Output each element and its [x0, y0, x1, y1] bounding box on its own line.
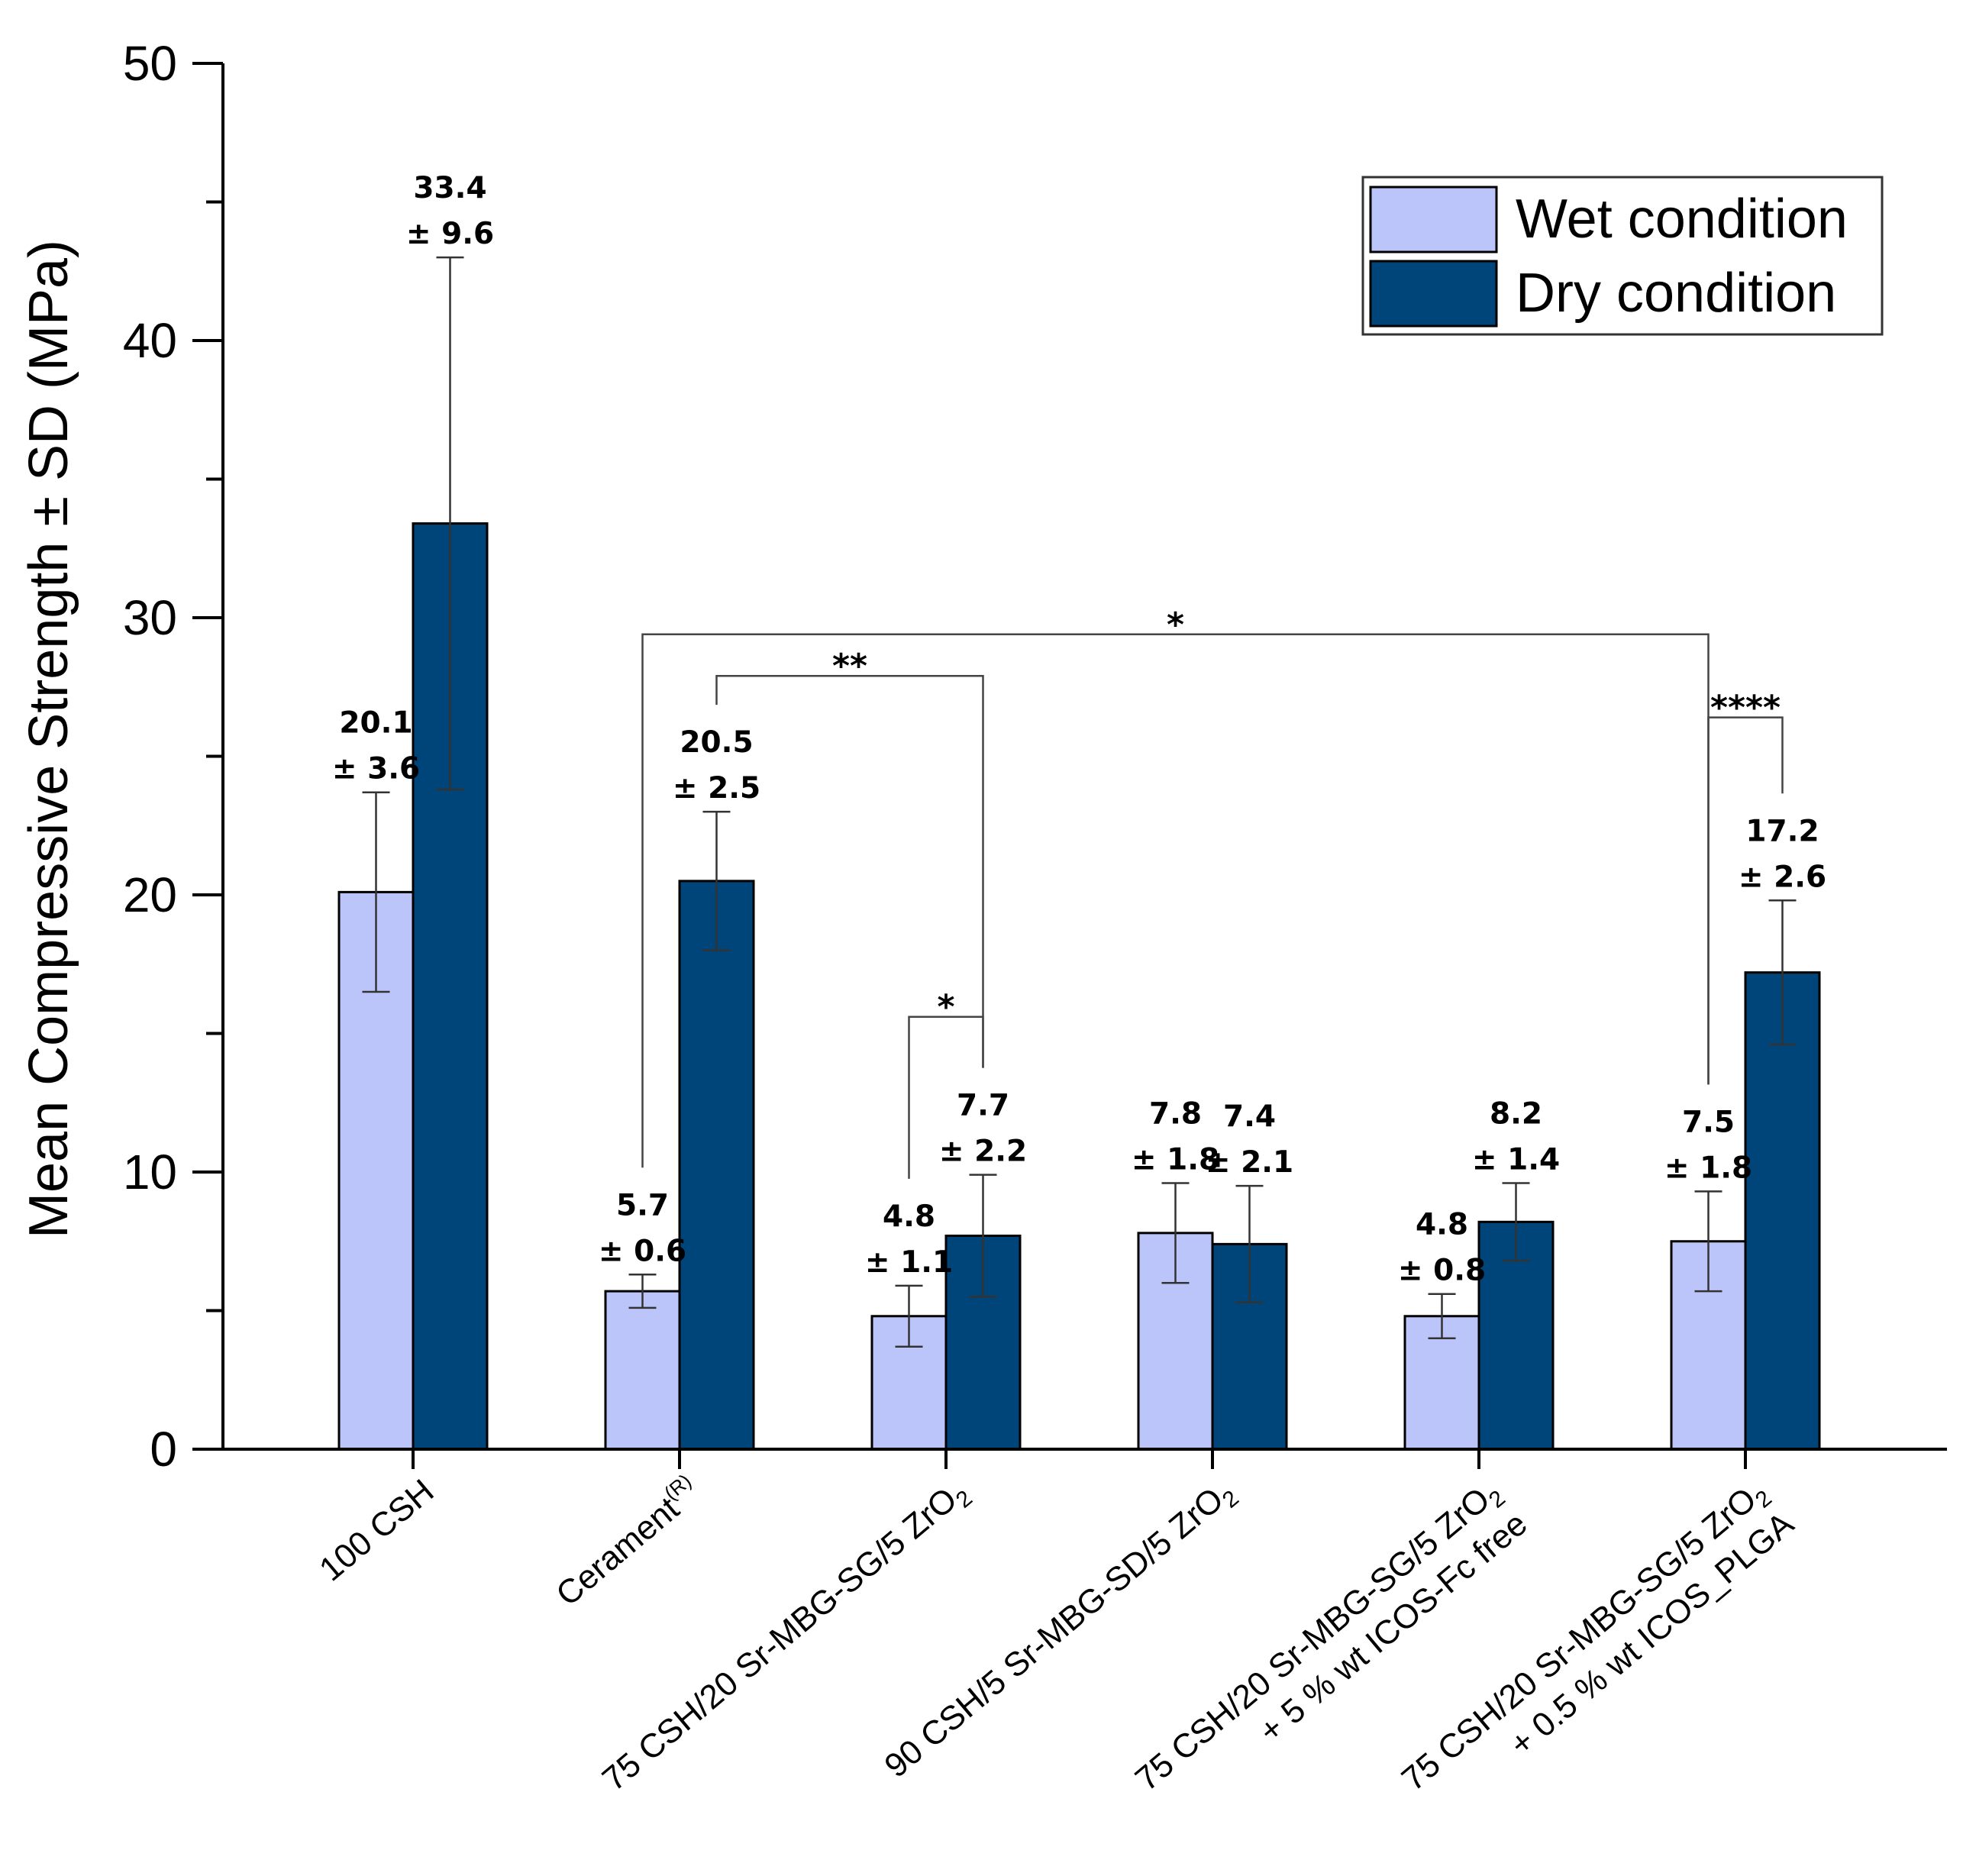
value-label: 8.2: [1490, 1097, 1542, 1132]
error-label: ± 1.8: [1664, 1151, 1752, 1185]
legend-label-wet: Wet condition: [1516, 189, 1848, 250]
error-bar-wet-1: [628, 1274, 657, 1309]
axes: 0 10 20 30 40 50: [123, 36, 1947, 1477]
value-label: 33.4: [413, 171, 486, 205]
error-label: ± 2.2: [939, 1135, 1027, 1169]
y-tick-label: 20: [123, 867, 177, 922]
category-label-0: 100 CSH: [312, 1472, 441, 1588]
error-bar-dry-1: [702, 810, 731, 951]
significance-bracket-2: *: [908, 988, 984, 1179]
bar-dry-5: [1744, 971, 1821, 1451]
legend-label-dry: Dry condition: [1516, 263, 1836, 324]
value-label: 4.8: [1416, 1208, 1468, 1242]
error-label: ± 2.1: [1206, 1145, 1293, 1180]
value-label: 4.8: [883, 1200, 935, 1234]
error-bar-wet-3: [1161, 1182, 1190, 1284]
value-label: 20.5: [680, 725, 753, 760]
bars: [337, 522, 1821, 1451]
significance-bracket-1: **: [715, 647, 984, 1068]
bar-dry-1: [678, 880, 755, 1451]
significance-label: **: [832, 647, 867, 686]
significance-label: *: [937, 988, 954, 1027]
category-label-text: Cerament(R): [547, 1469, 707, 1613]
error-bar-dry-3: [1235, 1184, 1264, 1303]
value-label: 20.1: [339, 706, 412, 741]
error-label: ± 0.6: [599, 1234, 686, 1268]
value-label: 5.7: [616, 1188, 669, 1222]
error-label: ± 9.6: [406, 217, 494, 251]
error-bars: [362, 256, 1797, 1348]
error-bar-dry-2: [969, 1174, 997, 1298]
significance-label: *: [1167, 605, 1184, 644]
error-label: ± 3.6: [332, 752, 420, 786]
error-label: ± 1.4: [1472, 1143, 1560, 1177]
significance-brackets: ********: [641, 605, 1784, 1179]
y-axis-label: Mean Compressive Strength ± SD (MPa): [18, 240, 79, 1238]
error-label: ± 2.5: [673, 771, 760, 806]
error-bar-dry-5: [1768, 899, 1797, 1046]
legend-swatch-dry: [1369, 260, 1498, 328]
error-label: ± 2.6: [1739, 860, 1826, 894]
error-label: ± 1.8: [1132, 1143, 1219, 1177]
value-label: 7.7: [957, 1089, 1009, 1123]
category-label-line2: + 0.5 % wt ICOS_PLGA: [1503, 1505, 1801, 1764]
category-labels: 100 CSH Cerament(R)75 CSH/20 Sr-MBG-SG/5 …: [312, 1469, 1801, 1798]
category-label-text: 100 CSH: [312, 1472, 441, 1588]
legend: Wet condition Dry condition: [1361, 176, 1884, 336]
error-bar-wet-2: [895, 1284, 923, 1348]
error-bar-dry-0: [436, 256, 464, 791]
y-tick-label: 50: [123, 36, 177, 91]
error-label: ± 0.8: [1398, 1254, 1486, 1288]
value-labels: 20.1 ± 3.6 5.7 ± 0.6 4.8 ± 1.1 7.8 ± 1.8 4.8 ± 0.…: [332, 171, 1826, 1288]
y-tick-label: 30: [123, 590, 177, 645]
value-label: 7.5: [1682, 1105, 1735, 1139]
error-label: ± 1.1: [865, 1245, 953, 1280]
significance-bracket-0: *: [641, 605, 1710, 1168]
error-bar-wet-4: [1428, 1293, 1456, 1340]
value-label: 7.8: [1149, 1097, 1202, 1132]
y-tick-label: 10: [123, 1145, 177, 1200]
value-label: 7.4: [1223, 1099, 1276, 1134]
y-tick-label: 0: [150, 1422, 177, 1477]
significance-bracket-3: ****: [1707, 689, 1784, 1085]
error-bar-wet-5: [1694, 1190, 1722, 1293]
legend-swatch-wet: [1369, 186, 1498, 253]
bar-wet-1: [604, 1290, 681, 1451]
significance-label: ****: [1710, 689, 1781, 728]
error-bar-wet-0: [362, 791, 390, 993]
value-label: 17.2: [1745, 814, 1819, 848]
category-label-1: Cerament(R): [547, 1469, 707, 1613]
error-bar-dry-4: [1502, 1182, 1530, 1262]
y-tick-label: 40: [123, 313, 177, 368]
